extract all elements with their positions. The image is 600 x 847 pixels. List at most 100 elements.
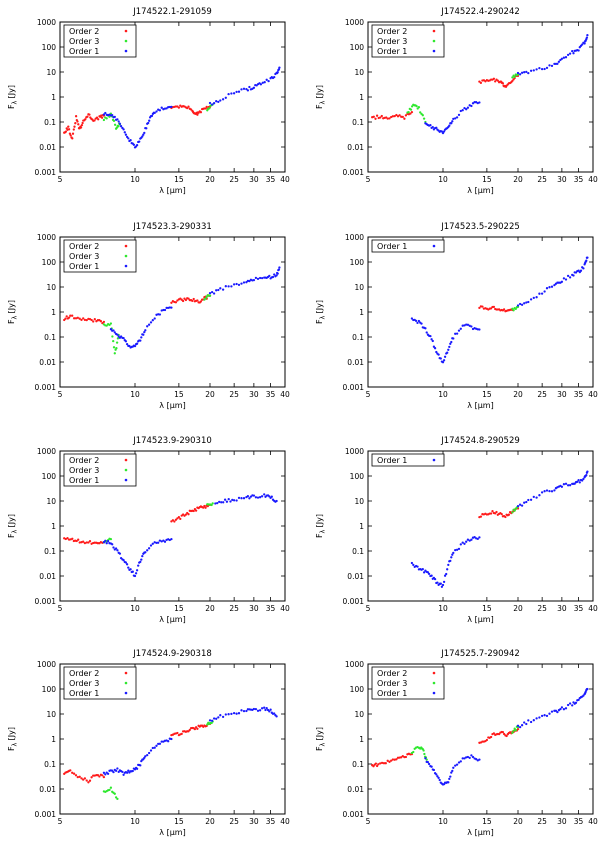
chart-5-order2-point — [179, 517, 182, 521]
chart-7-order3-point — [206, 723, 209, 726]
chart-8-order1-point — [436, 775, 439, 778]
chart-7-xtick-label: 10 — [130, 817, 140, 826]
chart-2-order2-point — [372, 115, 375, 118]
chart-8-order1-point — [535, 717, 538, 720]
chart-2-order1-point — [572, 52, 575, 55]
chart-4-order1-point — [416, 321, 419, 325]
chart-7-ytick-label: 0.1 — [44, 760, 56, 769]
chart-3-points — [63, 266, 281, 355]
chart-6-order1-point — [520, 504, 524, 507]
chart-2-order1-point — [448, 124, 451, 127]
chart-7-order1-point — [151, 746, 154, 750]
chart-7-xtick-label: 5 — [58, 817, 63, 826]
chart-1-order1-point — [265, 78, 268, 81]
chart-5-order2-point — [187, 513, 190, 516]
chart-7-order2-point — [194, 726, 198, 729]
chart-7-ylabel: Fλ [Jy] — [7, 727, 19, 751]
chart-8: J174525.7-290942 5 10 15 20 25 30 35 40 0.001 0.01… — [315, 649, 598, 837]
chart-3-order2-point — [71, 314, 74, 317]
chart-2-order1-point — [523, 71, 526, 74]
chart-4-order2-point — [502, 308, 506, 311]
chart-4-order1-point — [466, 323, 470, 326]
chart-1-order1-point — [170, 105, 173, 109]
chart-5-order1-point — [162, 539, 165, 542]
chart-5-xtick-label: 5 — [58, 604, 63, 613]
chart-6-order1-point — [578, 481, 581, 484]
chart-1-order1-point — [165, 107, 168, 110]
chart-5-order2-point — [77, 538, 80, 541]
chart-2-order3-point — [409, 108, 413, 111]
chart-1-order2-point — [84, 118, 87, 121]
chart-1-order1-point — [122, 128, 125, 131]
chart-6-ytick-label: 100 — [350, 472, 365, 481]
chart-3-order1-point — [235, 282, 238, 286]
chart-7-order2-point — [85, 779, 88, 782]
chart-1-order1-point — [215, 100, 218, 103]
chart-4-title: J174523.5-290225 — [440, 222, 520, 232]
chart-1-order1-point — [116, 118, 119, 121]
chart-3-order1-point — [149, 321, 153, 324]
chart-2-legend-box — [371, 24, 445, 58]
chart-8-ylabel-main: F — [315, 746, 324, 751]
chart-6-order1-point — [452, 551, 455, 555]
chart-1-legend-label: Order 3 — [69, 37, 99, 46]
chart-7-order2-point — [102, 775, 106, 779]
chart-3-order1-point — [227, 285, 230, 288]
chart-2-order2-point — [479, 81, 483, 85]
chart-4-order1-point — [478, 328, 481, 331]
chart-4-order1-point — [532, 296, 535, 300]
chart-8-order1-point — [518, 725, 522, 729]
chart-6-order1-point — [441, 583, 445, 587]
chart-4-ytick-label: 0.1 — [352, 333, 364, 342]
chart-2-order1-point — [441, 131, 445, 135]
chart-8-legend-marker — [432, 691, 436, 695]
chart-2-order2-point — [496, 79, 499, 82]
chart-8-order2-point — [390, 759, 393, 762]
chart-7-order1-point — [242, 709, 246, 713]
chart-2-order1-point — [545, 66, 549, 70]
chart-6-order1-point — [535, 496, 538, 499]
chart-7-order2-point — [74, 774, 78, 777]
chart-2-order1-point — [568, 52, 572, 55]
chart-5-order1-point — [135, 569, 139, 572]
chart-1-order1-point — [227, 92, 230, 96]
chart-7-ylabel-sub: λ — [12, 742, 19, 746]
chart-7-order1-point — [158, 742, 162, 745]
chart-5-order1-point — [122, 559, 125, 562]
chart-5-order1-point — [137, 564, 140, 567]
chart-8-order2-point — [516, 727, 520, 731]
chart-8-legend-box — [371, 666, 445, 700]
chart-3-order2-point — [82, 317, 85, 320]
chart-6-order1-point — [576, 480, 579, 483]
chart-8-order1-point — [577, 698, 580, 702]
chart-5-ytick-label: 0.1 — [44, 547, 56, 556]
chart-8-order1-point — [516, 724, 520, 727]
chart-7-ytick-label: 0.01 — [39, 785, 56, 794]
chart-1-order1-point — [217, 100, 220, 104]
chart-3-order1-point — [144, 329, 147, 332]
chart-5-order1-point — [227, 497, 230, 501]
chart-5-order1-point — [275, 499, 278, 503]
chart-6-order1-point — [543, 490, 546, 493]
chart-2-order1-point — [450, 122, 453, 125]
chart-7-order1-point — [252, 707, 256, 711]
chart-8-order1-point — [449, 775, 452, 778]
chart-7-xtick-label: 30 — [249, 817, 259, 826]
chart-6-order1-point — [568, 484, 572, 487]
chart-2-order1-point — [442, 130, 446, 133]
chart-2-order3-point — [417, 106, 421, 109]
chart-7-order1-point — [208, 719, 212, 722]
chart-5-ylabel: Fλ [Jy] — [7, 514, 19, 538]
chart-3-order2-point — [187, 297, 190, 300]
chart-3-order1-point — [242, 281, 246, 284]
chart-5-order1-point — [170, 537, 173, 541]
chart-8-order1-point — [461, 757, 464, 760]
chart-2-order1-point — [466, 106, 470, 109]
chart-5-order1-point — [133, 574, 137, 578]
chart-3-legend-box — [63, 239, 137, 273]
chart-6-order1-point — [529, 498, 533, 501]
chart-6-order1-point — [421, 567, 424, 571]
chart-2-order3-point — [407, 111, 410, 114]
chart-5-order1-point — [242, 497, 246, 500]
